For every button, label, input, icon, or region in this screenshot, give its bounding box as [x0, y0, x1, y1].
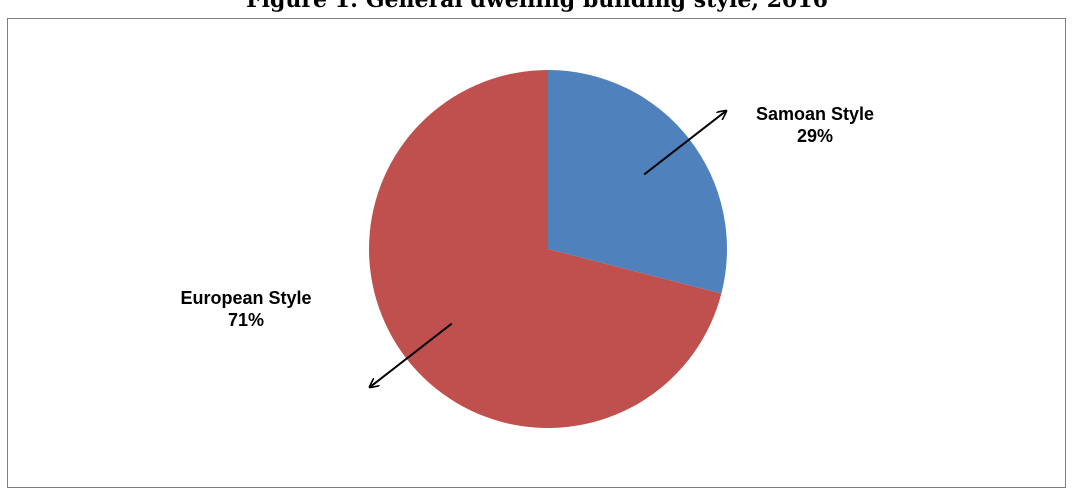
- samoan-style-slice: [548, 70, 728, 294]
- european-style-percent: 71%: [227, 310, 265, 330]
- european-style-slice: [369, 70, 722, 429]
- european-style-label: European Style: [180, 288, 312, 308]
- samoan-style-percent: 29%: [796, 126, 834, 146]
- samoan-style-data-label: Samoan Style 29%: [740, 103, 890, 147]
- european-style-arrow: [370, 322, 453, 388]
- page-title: Figure 1: General dwelling building styl…: [246, 0, 828, 13]
- samoan-style-arrow: [643, 111, 726, 176]
- samoan-style-label: Samoan Style: [755, 104, 875, 124]
- european-style-data-label: European Style 71%: [148, 287, 344, 331]
